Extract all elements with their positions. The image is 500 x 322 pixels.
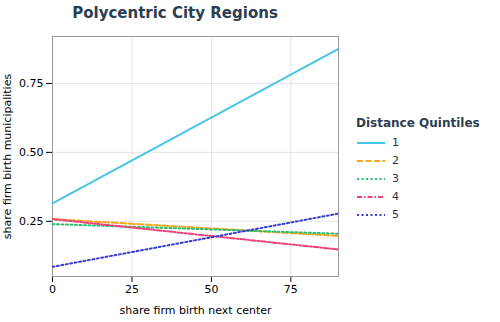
svg-text:0.75: 0.75 bbox=[19, 77, 44, 90]
html-text:5: 5 bbox=[392, 208, 399, 221]
svg-text:0.50: 0.50 bbox=[19, 146, 44, 159]
svg-text:share firm birth municipalitie: share firm birth municipalities bbox=[1, 74, 14, 240]
html-text:3: 3 bbox=[392, 172, 399, 185]
svg-text:25: 25 bbox=[125, 283, 139, 296]
html-text:Distance Quintiles: Distance Quintiles bbox=[356, 116, 480, 130]
html-text:Polycentric City Regions: Polycentric City Regions bbox=[72, 4, 278, 22]
svg-text:0: 0 bbox=[49, 283, 56, 296]
svg-text:75: 75 bbox=[284, 283, 298, 296]
html-text:1: 1 bbox=[392, 136, 399, 149]
html-text:4: 4 bbox=[392, 190, 399, 203]
svg-text:share firm birth next center: share firm birth next center bbox=[119, 304, 272, 317]
svg-text:50: 50 bbox=[204, 283, 218, 296]
html-text:2: 2 bbox=[392, 154, 399, 167]
svg-text:0.25: 0.25 bbox=[19, 215, 44, 228]
